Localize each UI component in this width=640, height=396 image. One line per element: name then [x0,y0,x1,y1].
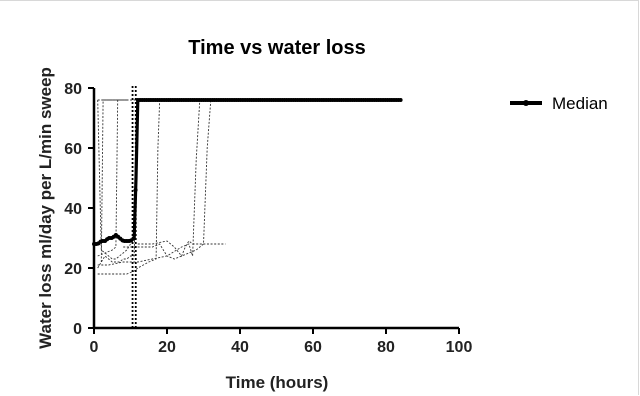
x-axis-label: Time (hours) [226,373,329,392]
median-markers [92,98,403,246]
y-tick-label: 0 [73,321,82,338]
legend: Median [510,94,608,113]
x-tick-label: 80 [377,339,395,356]
y-tick-label: 60 [64,141,82,158]
series-line-individual-1 [97,99,139,269]
series-line-individual-2 [97,99,131,260]
x-tick-label: 0 [90,339,99,356]
vertical-marker-layer [131,86,137,330]
x-tick-label: 40 [231,339,249,356]
series-line-individual-8 [137,240,226,257]
median-point [398,98,403,102]
series-line-individual-7 [123,99,212,260]
legend-marker-median [523,100,529,106]
y-tick-label: 40 [64,201,82,218]
y-tick-label: 80 [64,81,82,98]
series-line-individual-6 [97,99,201,266]
x-tick-label: 100 [446,339,473,356]
chart-title: Time vs water loss [188,37,366,59]
y-ticks: 0 20 40 60 80 [64,81,94,338]
series-layer [92,98,403,275]
series-line-individual-5 [97,99,164,275]
x-tick-label: 20 [158,339,176,356]
legend-label-median: Median [552,94,608,113]
x-ticks: 0 20 40 60 80 100 [90,328,473,356]
y-axis-label: Water loss ml/day per L/min sweep [36,67,55,349]
series-line-individual-3 [100,99,127,263]
axes [92,88,459,330]
x-tick-label: 60 [304,339,322,356]
y-tick-label: 20 [64,261,82,278]
series-line-median [94,98,401,246]
